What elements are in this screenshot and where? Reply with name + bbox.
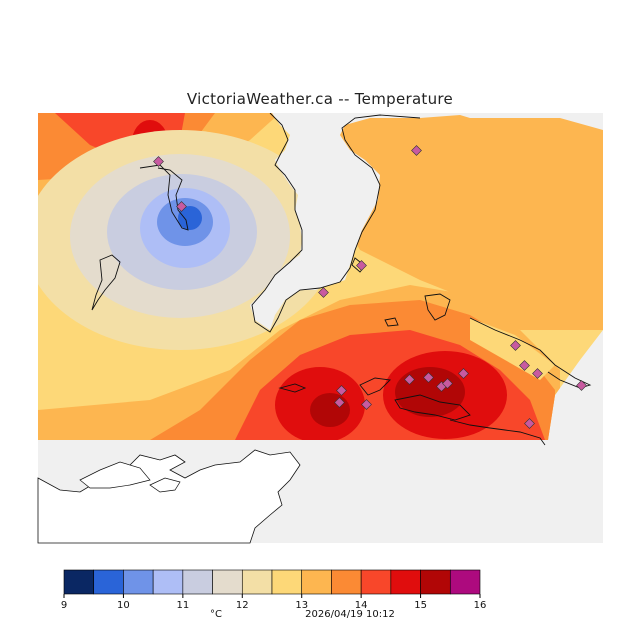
legend-swatch <box>182 569 213 595</box>
legend-swatch <box>93 569 124 595</box>
station-marker <box>336 385 347 396</box>
station-marker <box>361 399 372 410</box>
station-marker <box>576 380 587 391</box>
timestamp: 2026/04/19 10:12 <box>305 609 395 620</box>
legend-swatch <box>301 569 332 595</box>
station-marker <box>519 360 530 371</box>
legend-tick-label: 11 <box>176 600 189 611</box>
legend-swatch <box>449 569 481 595</box>
station-marker <box>176 201 187 212</box>
station-marker <box>318 287 329 298</box>
station-marker <box>411 145 422 156</box>
map-title: VictoriaWeather.ca -- Temperature <box>186 90 454 108</box>
station-marker <box>458 368 469 379</box>
legend-color-bar <box>63 569 481 595</box>
station-markers <box>153 145 587 429</box>
station-marker <box>404 374 415 385</box>
station-marker <box>153 156 164 167</box>
legend-tick-label: 13 <box>295 600 308 611</box>
legend-swatch <box>212 569 243 595</box>
legend-swatch <box>420 569 451 595</box>
legend-swatch <box>271 569 303 595</box>
legend-tick-label: 12 <box>236 600 249 611</box>
legend-swatch <box>123 569 154 595</box>
station-marker <box>442 378 453 389</box>
legend-ticks: 9 10 11 12 13 14 15 16 <box>61 594 487 611</box>
south-inlet-2 <box>149 477 181 493</box>
legend-tick-label: 9 <box>61 600 67 611</box>
legend-swatch <box>390 569 421 595</box>
coastlines <box>91 113 592 446</box>
water-bodies <box>38 113 603 445</box>
station-marker <box>510 340 521 351</box>
legend-swatch <box>331 569 362 595</box>
station-marker <box>423 372 434 383</box>
legend-tick-label: 16 <box>474 600 487 611</box>
legend-swatch <box>360 569 392 595</box>
legend-swatch <box>241 569 273 595</box>
legend-units: °C <box>210 609 222 620</box>
station-marker <box>334 397 345 408</box>
south-inlet <box>79 461 151 489</box>
legend-swatch <box>152 569 184 595</box>
legend-tick-label: 10 <box>117 600 130 611</box>
station-marker <box>356 260 367 271</box>
station-marker <box>524 418 535 429</box>
legend-tick-label: 14 <box>355 600 368 611</box>
legend-swatch <box>63 569 95 595</box>
station-marker <box>532 368 543 379</box>
legend-tick-label: 15 <box>414 600 427 611</box>
